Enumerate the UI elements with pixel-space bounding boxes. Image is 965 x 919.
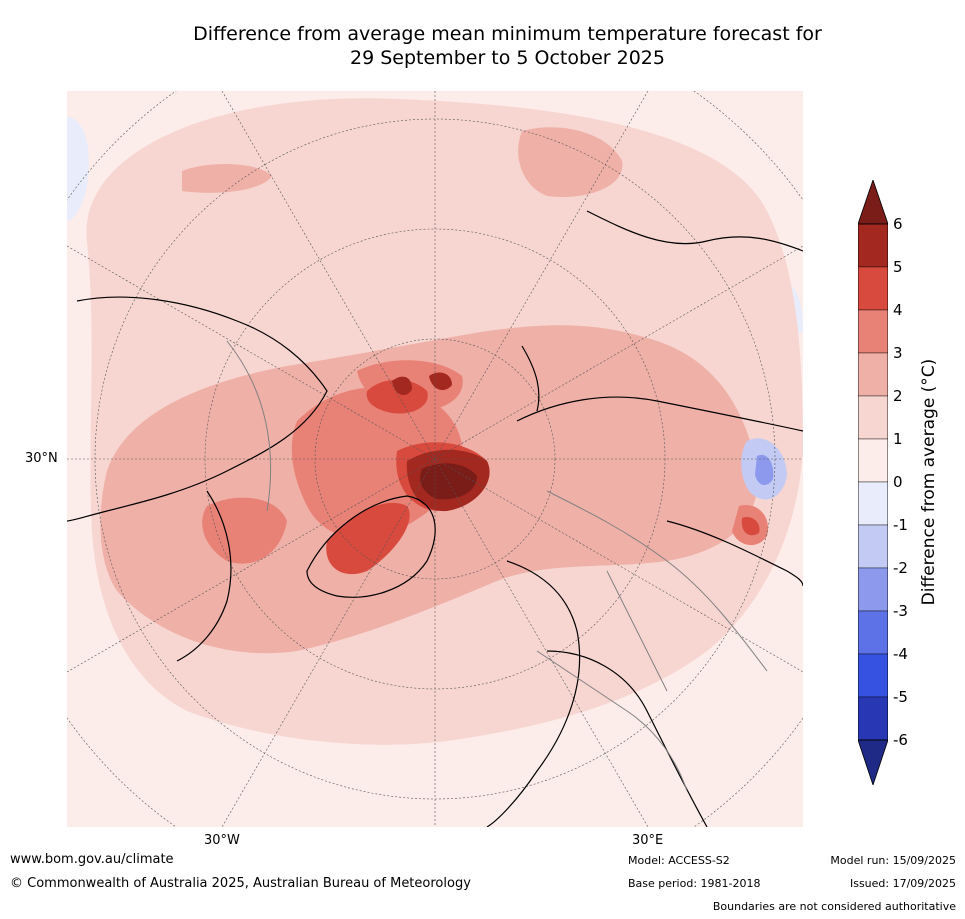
- colorbar-tick-label: 5: [893, 258, 903, 276]
- graticule: [67, 91, 803, 827]
- borders: [226, 340, 768, 792]
- colorbar-bin: [858, 524, 888, 569]
- map-panel: [67, 91, 803, 827]
- colorbar-tick-label: -4: [893, 645, 908, 663]
- anomaly-patch: [755, 454, 774, 486]
- title-line-1: Difference from average mean minimum tem…: [193, 23, 822, 45]
- colorbar-tick-label: -2: [893, 559, 908, 577]
- footer-copyright: © Commonwealth of Australia 2025, Austra…: [10, 876, 471, 891]
- colorbar-bin: [858, 395, 888, 440]
- anomaly-region: [182, 164, 272, 193]
- colorbar-tick-label: -1: [893, 516, 908, 534]
- colorbar: [858, 180, 888, 785]
- footer-website[interactable]: www.bom.gov.au/climate: [10, 852, 174, 867]
- anomaly-region: [326, 502, 410, 575]
- colorbar-tick-label: 1: [893, 430, 903, 448]
- colorbar-tick-label: 3: [893, 344, 903, 362]
- footer-model: Model: ACCESS-S2: [628, 854, 730, 867]
- footer-issued: Issued: 17/09/2025: [849, 877, 956, 890]
- colorbar-tick-label: 0: [893, 473, 903, 491]
- colorbar-bin: [858, 567, 888, 612]
- colorbar-tick-label: 6: [893, 215, 903, 233]
- colorbar-bin: [858, 223, 888, 268]
- colorbar-bin: [858, 610, 888, 655]
- anomaly-region: [392, 376, 412, 396]
- anomaly-map: [67, 91, 803, 827]
- anomaly-region: [366, 379, 428, 414]
- colorbar-bin: [858, 481, 888, 526]
- map-title: Difference from average mean minimum tem…: [60, 22, 955, 70]
- colorbar-tick-label: -5: [893, 688, 908, 706]
- colorbar-bin: [858, 438, 888, 483]
- lon-label-30w: 30°W: [204, 833, 240, 848]
- colorbar-tick-label: -6: [893, 731, 908, 749]
- anomaly-core: [420, 463, 477, 500]
- colorbar-under-arrow: [858, 739, 888, 785]
- anomaly-region: [518, 127, 623, 197]
- colorbar-tick-label: 2: [893, 387, 903, 405]
- lat-label-30n: 30°N: [25, 451, 58, 466]
- colorbar-bins: [858, 223, 888, 741]
- colorbar-tick-label: -3: [893, 602, 908, 620]
- colorbar-bin: [858, 653, 888, 698]
- colorbar-outline: [858, 223, 888, 741]
- coastlines: [67, 210, 803, 827]
- colorbar-bin: [858, 266, 888, 311]
- colorbar-bin: [858, 352, 888, 397]
- colorbar-tick-label: 4: [893, 301, 903, 319]
- footer-model-run: Model run: 15/09/2025: [830, 854, 956, 867]
- lon-label-30e: 30°E: [632, 833, 664, 848]
- anomaly-region: [741, 517, 760, 536]
- title-line-2: 29 September to 5 October 2025: [350, 47, 665, 69]
- colorbar-bin: [858, 309, 888, 354]
- colorbar-bin: [858, 696, 888, 741]
- colorbar-over-arrow: [858, 180, 888, 225]
- footer-base-period: Base period: 1981-2018: [628, 877, 761, 890]
- footer-disclaimer: Boundaries are not considered authoritat…: [712, 900, 956, 913]
- anomaly-region: [202, 497, 287, 564]
- anomaly-patch: [67, 116, 89, 221]
- colorbar-title: Difference from average (°C): [919, 358, 939, 606]
